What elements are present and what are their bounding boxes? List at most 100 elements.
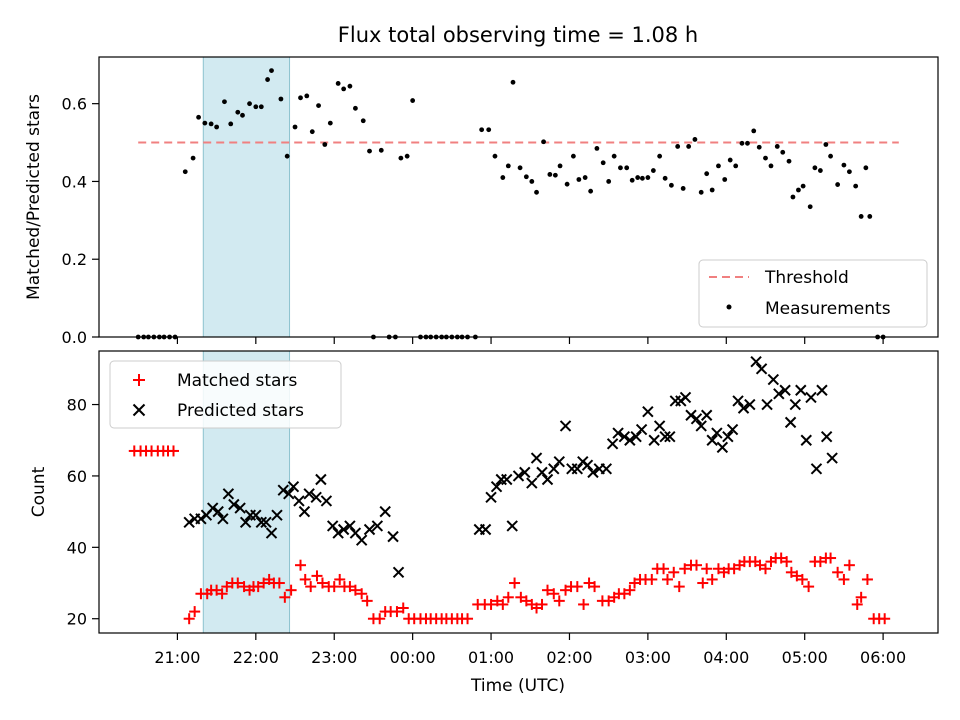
predicted-star-point [195, 513, 207, 525]
matched-star-point [462, 613, 474, 625]
predicted-star-point [183, 516, 195, 529]
measurement-point [733, 163, 739, 169]
predicted-star-point [711, 427, 723, 439]
predicted-star-point [642, 405, 654, 418]
measurement-point [240, 112, 245, 118]
measurement-point [657, 153, 663, 159]
measurement-point [858, 214, 864, 219]
measurements-legend-label: Measurements [765, 299, 891, 319]
matched-star-point [701, 563, 713, 575]
measurement-point [716, 163, 721, 169]
matched-legend-label: Matched stars [177, 371, 297, 391]
measurement-point [853, 183, 859, 189]
matched-star-point [295, 559, 307, 571]
measurement-point [564, 181, 570, 187]
predicted-star-point [265, 527, 278, 539]
measurement-point [812, 165, 818, 171]
predicted-star-point [659, 430, 671, 443]
measurement-point [751, 128, 757, 134]
matched-star-point [216, 588, 228, 600]
predicted-star-point [744, 398, 756, 411]
matched-star-point [548, 588, 560, 600]
predicted-star-point [755, 363, 768, 375]
measurement-point [523, 174, 529, 180]
matched-star-point [328, 581, 340, 593]
measurement-point [378, 147, 384, 153]
measurement-point [570, 153, 576, 159]
predicted-star-point [690, 413, 703, 425]
predicted-star-point [624, 434, 636, 446]
measurement-point [196, 114, 201, 120]
measurement-point [202, 120, 208, 126]
predicted-star-point [293, 495, 305, 507]
measurement-point [739, 140, 745, 146]
measurement-point [214, 124, 220, 130]
matched-star-point [356, 588, 368, 600]
count-y-tick-label: 80 [67, 396, 87, 415]
x-tick-label: 23:00 [311, 648, 357, 667]
matched-star-point [502, 591, 514, 603]
measurement-point [846, 169, 852, 175]
matched-star-point [285, 584, 297, 596]
matched-star-point [668, 566, 680, 578]
measurement-point [835, 182, 841, 187]
predicted-star-point [310, 491, 322, 504]
measurement-point [576, 177, 582, 182]
predicted-star-point [217, 513, 229, 525]
predicted-star-point [392, 566, 405, 579]
matched-star-point [509, 577, 521, 589]
predicted-star-point [587, 466, 599, 479]
measurement-point [629, 177, 635, 183]
matched-star-point [851, 598, 863, 610]
measurement-point [823, 142, 829, 147]
predicted-star-point [228, 498, 240, 511]
measurement-point [624, 165, 630, 171]
matched-star-point [232, 577, 244, 589]
count-legend: Matched stars Predicted stars [109, 360, 342, 429]
count-y-tick-label: 60 [67, 467, 87, 486]
matched-star-point [759, 563, 771, 575]
measurement-point [686, 144, 692, 149]
matched-star-point [167, 445, 179, 457]
matched-star-point [305, 581, 317, 593]
predicted-star-point [553, 455, 565, 468]
predicted-star-point [506, 520, 518, 532]
measurement-point [756, 144, 762, 150]
predicted-star-point [387, 530, 399, 543]
matched-star-point [673, 581, 685, 593]
matched-star-point [781, 556, 793, 568]
measurement-point [304, 93, 310, 99]
matched-star-point [690, 559, 702, 571]
measurement-point [662, 175, 668, 181]
x-tick-label: 21:00 [154, 648, 200, 667]
predicted-star-point [789, 398, 801, 411]
measurement-point [867, 214, 873, 219]
predicted-star-point [606, 438, 619, 450]
x-tick-label: 01:00 [468, 648, 514, 667]
measurement-point [316, 103, 321, 109]
predicted-star-point [371, 520, 384, 532]
measurement-point [639, 175, 645, 181]
ratio-y-tick-label: 0.4 [62, 172, 87, 191]
predicted-star-point [653, 420, 666, 432]
measurement-point [253, 104, 259, 110]
matched-star-point [361, 595, 373, 607]
matched-star-point [825, 552, 837, 564]
x-axis-label: Time (UTC) [470, 676, 565, 696]
measurement-point [618, 165, 623, 171]
ratio-y-axis-label: Matched/Predicted stars [24, 94, 44, 300]
measurement-point [863, 165, 869, 171]
x-tick-label: 02:00 [546, 648, 592, 667]
measurement-point [841, 162, 847, 168]
predicted-star-point [581, 459, 594, 471]
measurement-point [582, 175, 588, 180]
predicted-star-point [344, 520, 356, 532]
measurement-point [247, 101, 252, 107]
predicted-star-point [277, 484, 289, 496]
predicted-star-point [526, 477, 538, 489]
predicted-star-point [761, 398, 773, 411]
predicted-legend-label: Predicted stars [177, 401, 304, 421]
count-panel-frame [98, 350, 939, 634]
predicted-star-point [206, 502, 219, 514]
